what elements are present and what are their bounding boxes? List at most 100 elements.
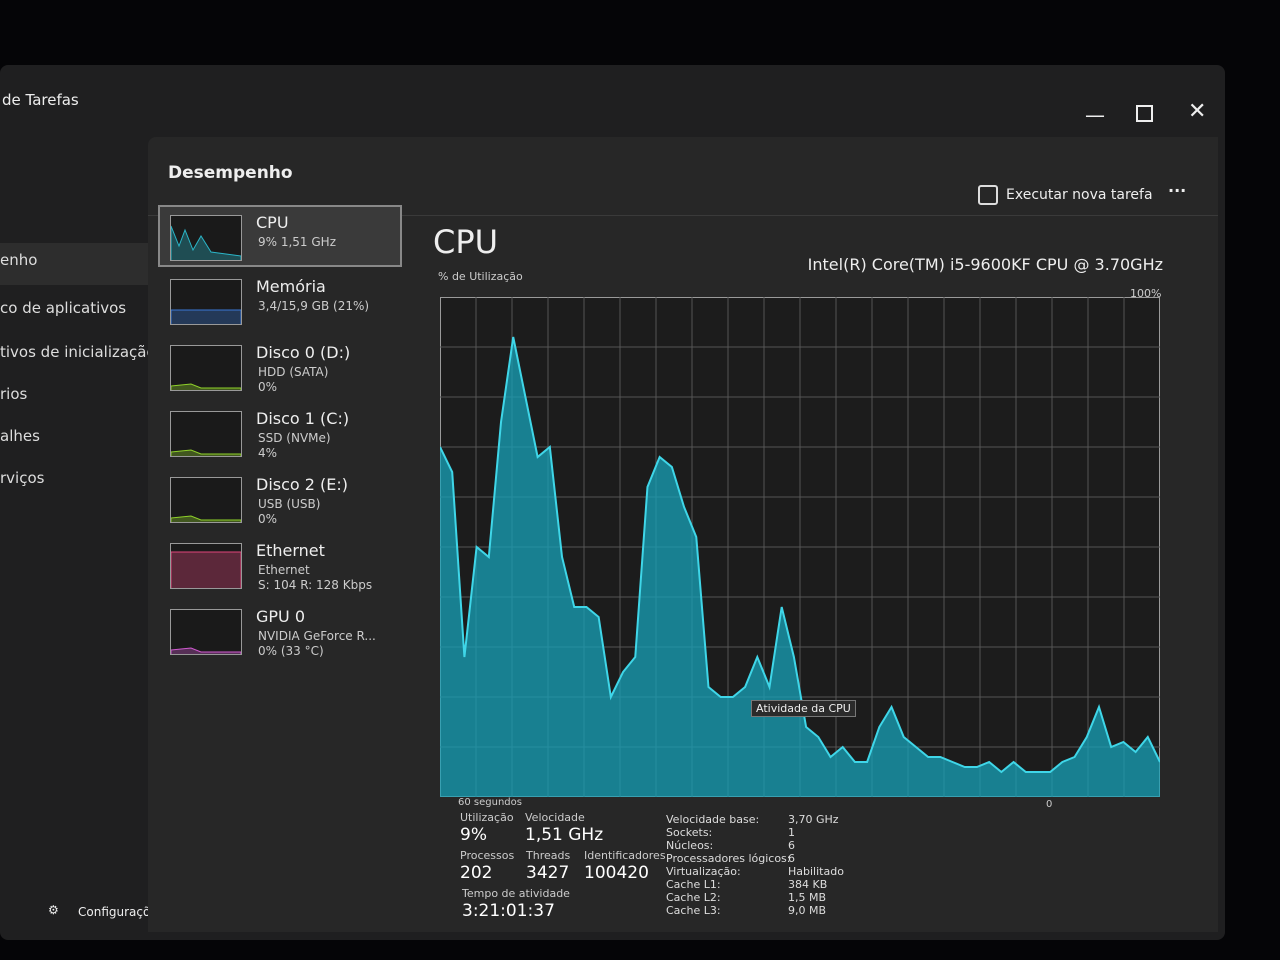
spec-value: Habilitado: [788, 865, 844, 878]
device-detail: 3,4/15,9 GB (21%): [258, 299, 370, 313]
thumb-line: [170, 225, 242, 260]
spec-label: Cache L3:: [666, 904, 721, 917]
minimize-button[interactable]: —: [1085, 103, 1105, 127]
page-title: Desempenho: [168, 163, 293, 183]
device-thumbnail: [170, 609, 242, 655]
device-name: CPU: [256, 213, 289, 232]
spec-value: 9,0 MB: [788, 904, 827, 917]
min-label: 0: [1046, 799, 1053, 810]
device-thumbnail: [170, 477, 242, 523]
more-button[interactable]: ···: [1168, 181, 1187, 200]
thumb-graph: [170, 383, 242, 390]
nav-item[interactable]: rios: [0, 385, 28, 403]
device-name: Disco 1 (C:): [256, 409, 350, 428]
stat-label: Tempo de atividade: [462, 887, 570, 900]
nav-selected: [0, 243, 155, 285]
cpu-area: [440, 337, 1160, 797]
y-axis-label: % de Utilização: [438, 270, 523, 283]
spec-value: 1,5 MB: [788, 891, 827, 904]
stat-value: 1,51 GHz: [525, 825, 604, 845]
stat-value: 100420: [584, 863, 649, 883]
device-detail: S: 104 R: 128 Kbps: [258, 578, 373, 592]
spec-value: 1: [788, 826, 795, 839]
device-name: Memória: [256, 277, 326, 296]
cpu-model: Intel(R) Core(TM) i5-9600KF CPU @ 3.70GH…: [807, 255, 1163, 274]
spec-label: Núcleos:: [666, 839, 714, 852]
thumb-line: [170, 551, 242, 588]
device-detail: NVIDIA GeForce R...: [258, 629, 376, 643]
nav-item[interactable]: co de aplicativos: [0, 299, 127, 317]
spec-label: Cache L1:: [666, 878, 721, 891]
device-thumbnail: [170, 279, 242, 325]
device-detail: Ethernet: [258, 563, 310, 577]
spec-value: 6: [788, 839, 795, 852]
settings[interactable]: Configurações: [78, 905, 164, 919]
stat-label: Threads: [526, 849, 571, 862]
spec-value: 6: [788, 852, 795, 865]
thumb-line: [170, 449, 242, 456]
spec-label: Virtualização:: [666, 865, 741, 878]
tooltip: Atividade da CPU: [751, 700, 856, 717]
stat-value: 9%: [460, 825, 487, 845]
device-thumbnail: [170, 215, 242, 261]
thumb-line: [170, 647, 242, 654]
performance-panel: Desempenho Executar nova tarefa ··· CPU 9…: [148, 137, 1218, 932]
device-item[interactable]: GPU 0 NVIDIA GeForce R... 0% (33 °C): [160, 601, 400, 659]
spec-label: Cache L2:: [666, 891, 721, 904]
close-button[interactable]: ✕: [1188, 99, 1207, 124]
task-manager-window: de Tarefas — ✕ enho co de aplicativos tivo…: [0, 65, 1225, 940]
thumb-graph: [170, 647, 242, 654]
run-task[interactable]: Executar nova tarefa: [1006, 187, 1153, 203]
stat-label: Utilização: [460, 811, 514, 824]
thumb-line: [170, 383, 242, 390]
thumb-line: [170, 515, 242, 522]
stat-label: Identificadores: [584, 849, 666, 862]
device-name: Disco 2 (E:): [256, 475, 349, 494]
stat-label: Processos: [460, 849, 515, 862]
nav-item[interactable]: enho: [0, 251, 38, 269]
run-task-icon[interactable]: [978, 185, 998, 205]
stat-value: 3:21:01:37: [462, 901, 555, 921]
thumb-graph: [170, 515, 242, 522]
device-detail: 0%: [258, 380, 278, 394]
device-detail: USB (USB): [258, 497, 321, 511]
window-title: de Tarefas: [2, 91, 79, 109]
spec-value: 3,70 GHz: [788, 813, 839, 826]
thumb-graph: [170, 551, 242, 588]
device-thumbnail: [170, 411, 242, 457]
device-item[interactable]: Ethernet Ethernet S: 104 R: 128 Kbps: [160, 535, 400, 593]
cpu-graph: [440, 297, 1160, 797]
stat-value: 3427: [526, 863, 570, 883]
spec-label: Sockets:: [666, 826, 713, 839]
thumb-graph: [170, 225, 242, 260]
device-item[interactable]: Disco 0 (D:) HDD (SATA) 0%: [160, 337, 400, 395]
nav-item[interactable]: tivos de inicialização: [0, 343, 156, 361]
nav-item[interactable]: rviços: [0, 469, 45, 487]
device-name: Disco 0 (D:): [256, 343, 351, 362]
device-detail: 9% 1,51 GHz: [258, 235, 337, 249]
device-item[interactable]: Disco 1 (C:) SSD (NVMe) 4%: [160, 403, 400, 461]
thumb-graph: [170, 449, 242, 456]
stat-value: 202: [460, 863, 493, 883]
device-thumbnail: [170, 543, 242, 589]
spec-value: 384 KB: [788, 878, 828, 891]
maximize-button[interactable]: [1136, 105, 1153, 122]
cpu-title: CPU: [433, 223, 499, 261]
cpu-line: [440, 336, 1160, 774]
nav-item[interactable]: alhes: [0, 427, 40, 445]
device-item[interactable]: Memória 3,4/15,9 GB (21%): [160, 271, 400, 329]
device-detail: 0% (33 °C): [258, 644, 324, 658]
device-item[interactable]: CPU 9% 1,51 GHz: [158, 205, 402, 267]
device-detail: HDD (SATA): [258, 365, 329, 379]
device-name: GPU 0: [256, 607, 306, 626]
settings-icon[interactable]: ⚙: [48, 903, 59, 917]
spec-label: Velocidade base:: [666, 813, 760, 826]
divider: [148, 215, 1218, 216]
stat-label: Velocidade: [525, 811, 585, 824]
device-detail: SSD (NVMe): [258, 431, 331, 445]
max-label: 100%: [1130, 287, 1162, 300]
device-thumbnail: [170, 345, 242, 391]
device-item[interactable]: Disco 2 (E:) USB (USB) 0%: [160, 469, 400, 527]
device-detail: 0%: [258, 512, 278, 526]
